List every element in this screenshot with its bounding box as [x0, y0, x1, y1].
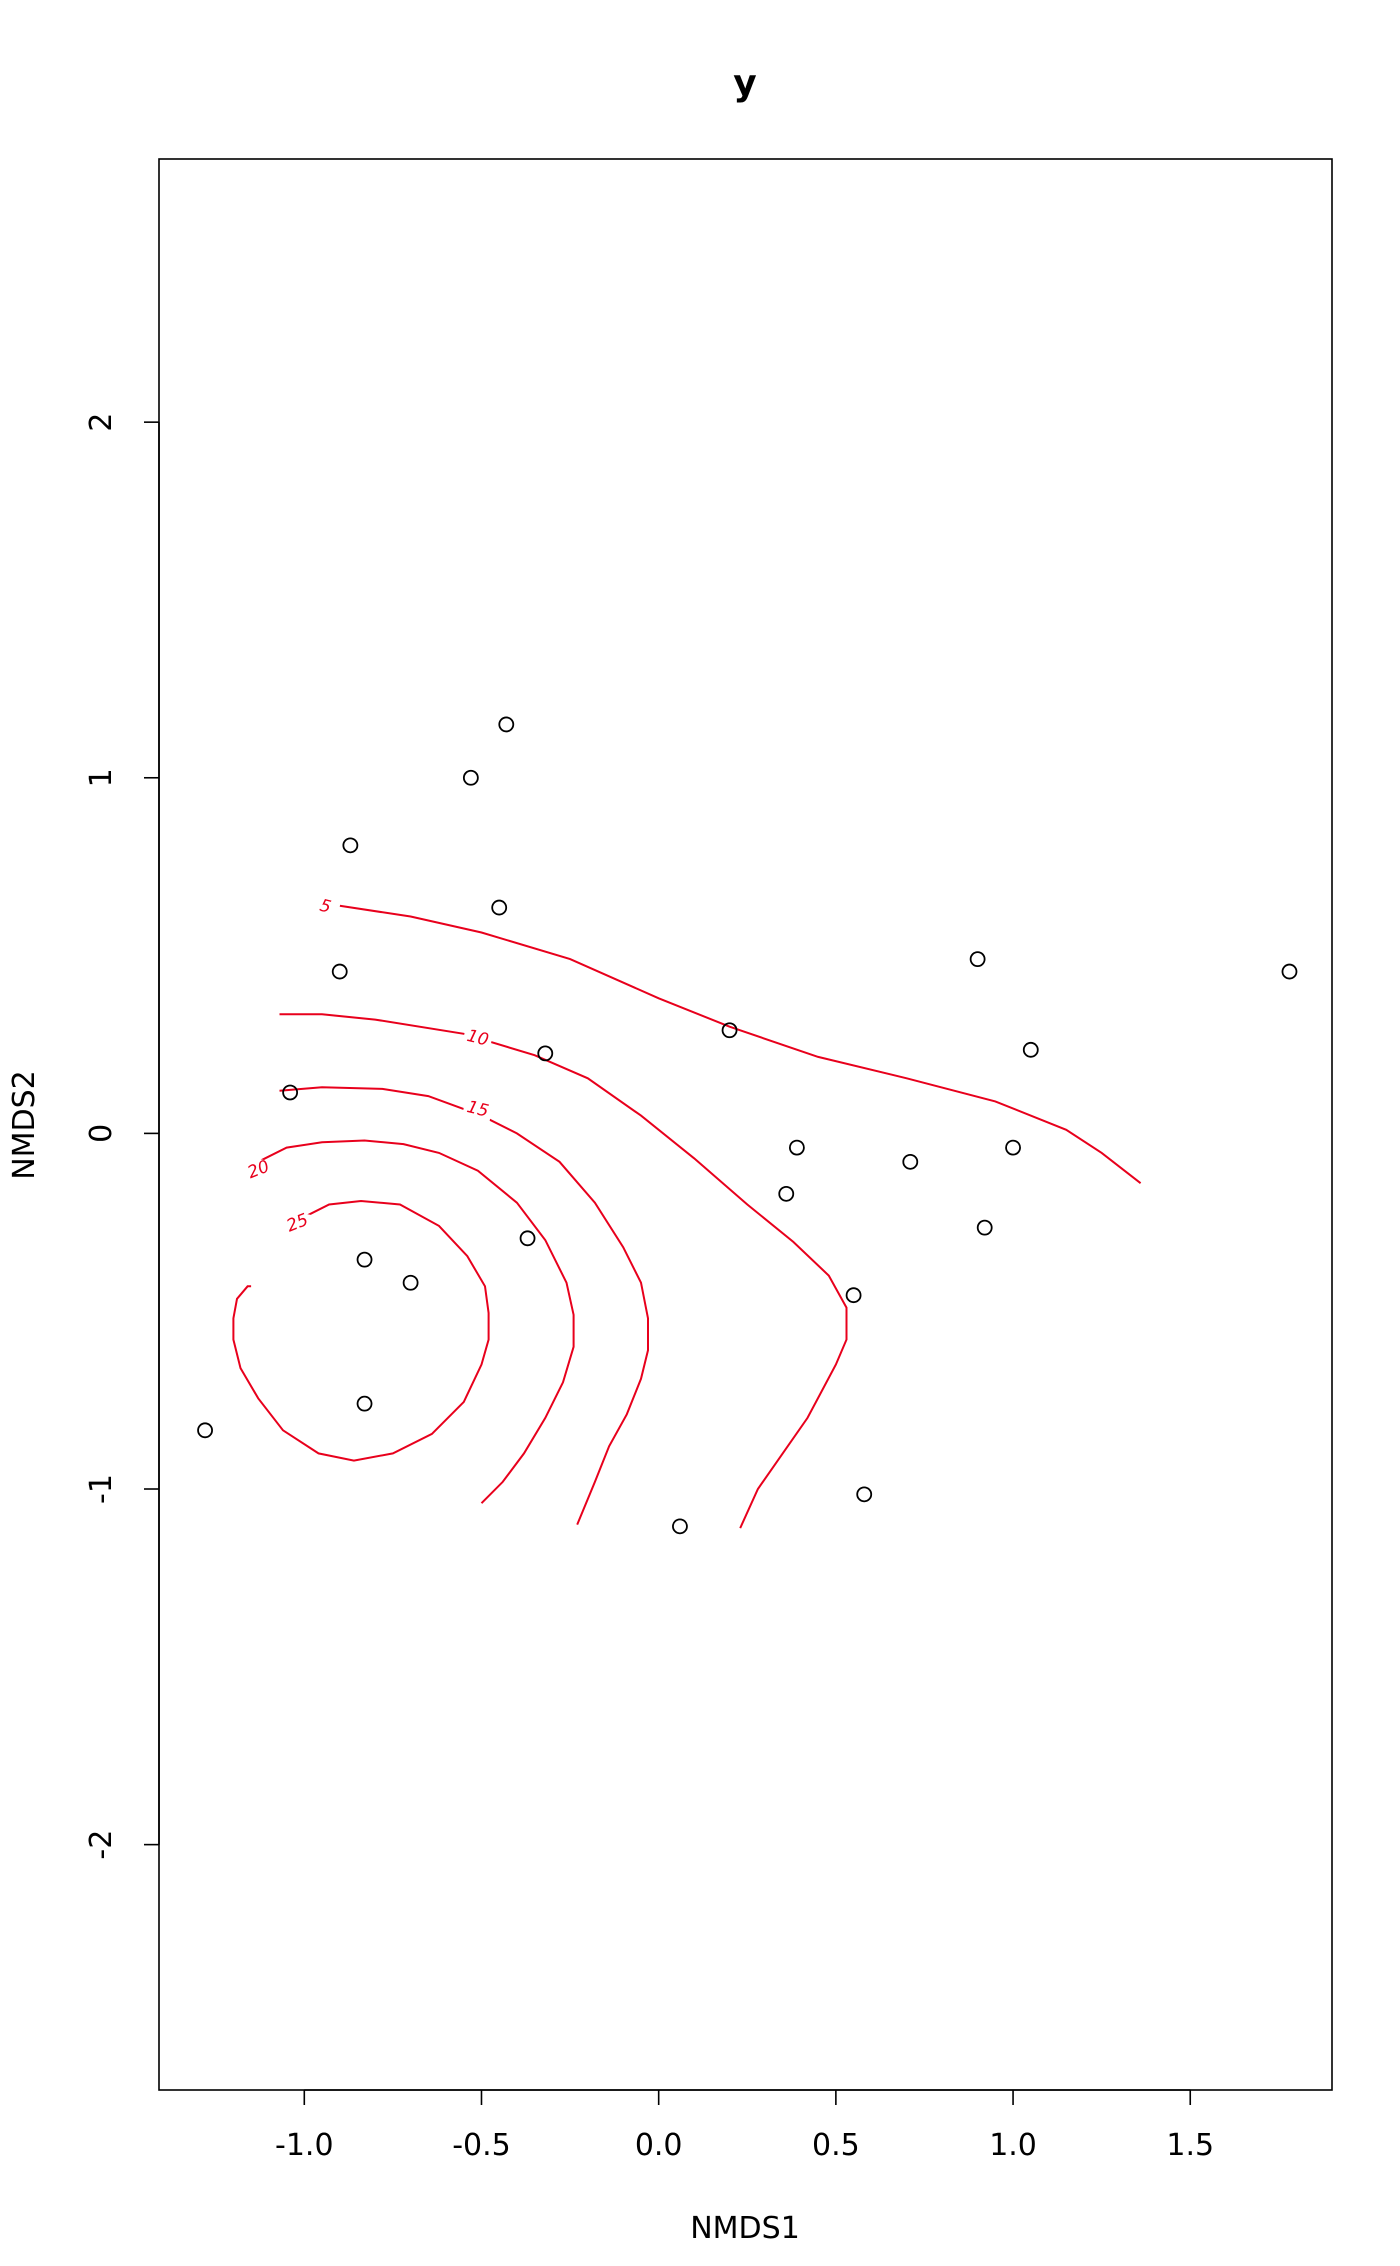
contour-label-5: 5: [318, 896, 333, 918]
chart-title: y: [733, 63, 756, 104]
data-point: [721, 1022, 738, 1039]
data-point: [778, 1185, 795, 1202]
y-tick-label: -1: [84, 1474, 119, 1504]
data-point: [969, 951, 986, 968]
contour-label-bg: [462, 1024, 494, 1051]
y-tick-label: 2: [84, 413, 119, 432]
data-point: [197, 1422, 213, 1439]
data-point: [356, 1251, 373, 1268]
data-point: [1281, 963, 1298, 980]
x-tick-label: 1.0: [989, 2128, 1037, 2163]
data-point: [1005, 1139, 1021, 1156]
contour-line-15: [279, 1086, 649, 1525]
point-layer: [197, 716, 1298, 1535]
contour-line-5: [339, 904, 1142, 1184]
contour-label-bg: [242, 1156, 274, 1182]
data-point: [845, 1287, 862, 1304]
data-point: [498, 716, 515, 733]
y-axis-label: NMDS2: [7, 1070, 42, 1180]
plot-frame: [158, 158, 1333, 2091]
y-tick-label: -2: [84, 1830, 119, 1860]
data-point: [788, 1139, 805, 1156]
x-axis-label: NMDS1: [690, 2211, 800, 2246]
contour-label-bg: [281, 1209, 313, 1235]
data-point: [282, 1084, 299, 1101]
contour-line-20: [257, 1139, 575, 1504]
y-tick-label: 1: [84, 768, 119, 787]
data-point: [491, 899, 508, 916]
data-point: [976, 1219, 993, 1236]
x-tick-label: 1.5: [1166, 2128, 1214, 2163]
x-tick-label: 0.5: [812, 2128, 860, 2163]
data-point: [462, 769, 479, 786]
x-tick-label: -1.0: [275, 2128, 334, 2163]
data-point: [402, 1274, 419, 1291]
data-point: [331, 963, 348, 980]
data-point: [1022, 1041, 1039, 1058]
y-tick-label: 0: [84, 1124, 119, 1143]
y-axis: -2 -1 0 1 2: [84, 413, 160, 1860]
data-point: [902, 1153, 919, 1170]
contour-label-bg: [462, 1095, 494, 1122]
data-point: [342, 837, 359, 854]
x-tick-label: 0.0: [635, 2128, 683, 2163]
data-point: [519, 1230, 536, 1247]
data-point: [356, 1395, 373, 1412]
x-tick-label: -0.5: [452, 2128, 511, 2163]
contour-line-25: [232, 1199, 490, 1462]
data-point: [672, 1518, 688, 1535]
data-point: [856, 1486, 873, 1503]
contour-label-bg: [309, 893, 342, 919]
contour-line-10: [279, 1013, 848, 1529]
data-point: [537, 1045, 554, 1062]
x-axis: -1.0 -0.5 0.0 0.5 1.0 1.5: [275, 2089, 1214, 2163]
